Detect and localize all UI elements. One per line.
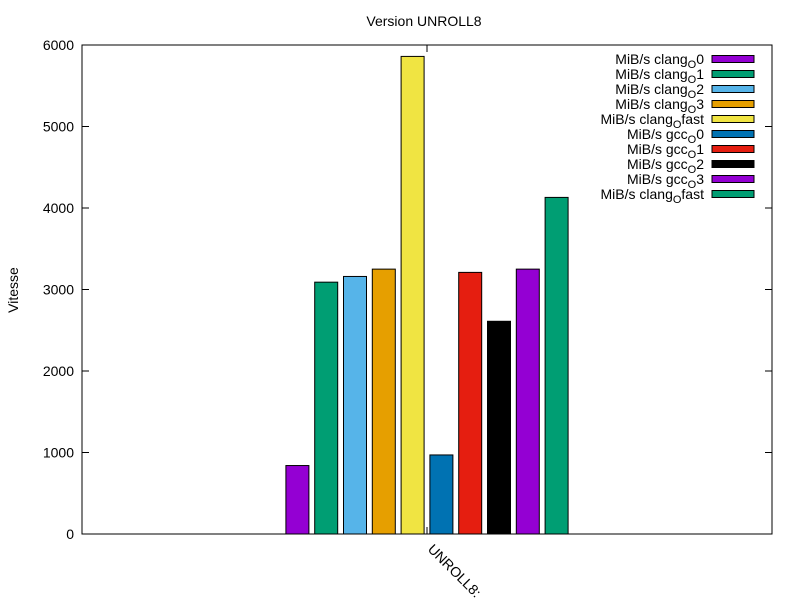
legend-label-base: MiB/s clang: [615, 81, 687, 97]
legend-label-subscript: O: [688, 59, 697, 71]
legend-label-base: MiB/s gcc: [627, 126, 688, 142]
chart-title: Version UNROLL8: [366, 13, 481, 29]
y-tick-label: 6000: [43, 37, 74, 53]
legend-label-base: MiB/s gcc: [627, 156, 688, 172]
legend-label-suffix: 1: [696, 141, 704, 157]
legend-label-subscript: O: [688, 104, 697, 116]
legend-entry-label: MiB/s gccO0: [627, 126, 704, 146]
legend-label-base: MiB/s clang: [615, 51, 687, 67]
legend-label-suffix: 2: [696, 81, 704, 97]
legend-swatch: [711, 55, 755, 63]
legend-entry-label: MiB/s clangOfast: [601, 186, 705, 206]
bar-9: [515, 268, 540, 535]
y-tick-label: 3000: [43, 282, 74, 298]
legend-label-subscript: O: [673, 119, 682, 131]
bar-10: [544, 196, 569, 535]
y-tick-label: 4000: [43, 200, 74, 216]
legend-label-suffix: fast: [681, 186, 704, 202]
legend-swatch: [711, 130, 755, 138]
y-tick-label: 0: [66, 526, 74, 542]
bar-1: [285, 465, 310, 535]
legend-entry-label: MiB/s clangO1: [615, 66, 704, 86]
legend-swatch: [711, 85, 755, 93]
legend-swatch: [711, 160, 755, 168]
legend-label-suffix: 3: [696, 171, 704, 187]
legend-swatch: [711, 70, 755, 78]
legend-entry-label: MiB/s clangO2: [615, 81, 704, 101]
legend-swatch: [711, 115, 755, 123]
legend-entry-label: MiB/s gccO2: [627, 156, 704, 176]
bar-8: [487, 320, 511, 535]
bar-5: [400, 55, 425, 535]
y-tick-label: 2000: [43, 363, 74, 379]
legend-label-base: MiB/s gcc: [627, 141, 688, 157]
legend-label-base: MiB/s clang: [615, 66, 687, 82]
bars-group: [285, 55, 569, 535]
x-tick-label: UNROLL8:: [425, 541, 485, 600]
legend-entry-label: MiB/s gccO3: [627, 171, 704, 191]
legend-label-suffix: 1: [696, 66, 704, 82]
legend-label-suffix: fast: [681, 111, 704, 127]
legend-swatch: [711, 190, 755, 198]
y-axis-label: Vitesse: [5, 267, 21, 313]
bar-6: [429, 454, 454, 535]
bar-7: [458, 271, 483, 535]
legend-label-suffix: 2: [696, 156, 704, 172]
legend-label-subscript: O: [688, 89, 697, 101]
legend-label-subscript: O: [673, 194, 682, 206]
legend-label-suffix: 3: [696, 96, 704, 112]
legend-label-base: MiB/s gcc: [627, 171, 688, 187]
bar-3: [343, 275, 367, 535]
y-tick-label: 5000: [43, 119, 74, 135]
legend-label-base: MiB/s clang: [615, 96, 687, 112]
legend-label-subscript: O: [688, 74, 697, 86]
legend-label-subscript: O: [688, 164, 697, 176]
legend-entry-label: MiB/s clangOfast: [601, 111, 705, 131]
bar-2: [314, 281, 339, 535]
y-tick-label: 1000: [43, 445, 74, 461]
legend-label-suffix: 0: [696, 51, 704, 67]
legend-entry-label: MiB/s clangO3: [615, 96, 704, 116]
bar-4: [371, 268, 396, 535]
legend-label-suffix: 0: [696, 126, 704, 142]
y-axis-ticks: 0 1000 2000 3000 4000 5000 6000: [43, 37, 772, 542]
legend-swatch: [711, 100, 755, 108]
legend-label-base: MiB/s clang: [601, 111, 673, 127]
legend-label-subscript: O: [688, 179, 697, 191]
legend-entry-label: MiB/s clangO0: [615, 51, 704, 71]
legend-entry-label: MiB/s gccO1: [627, 141, 704, 161]
legend-label-base: MiB/s clang: [601, 186, 673, 202]
legend-label-subscript: O: [688, 134, 697, 146]
legend-swatch: [711, 175, 755, 183]
legend-label-subscript: O: [688, 149, 697, 161]
legend-swatch: [711, 145, 755, 153]
